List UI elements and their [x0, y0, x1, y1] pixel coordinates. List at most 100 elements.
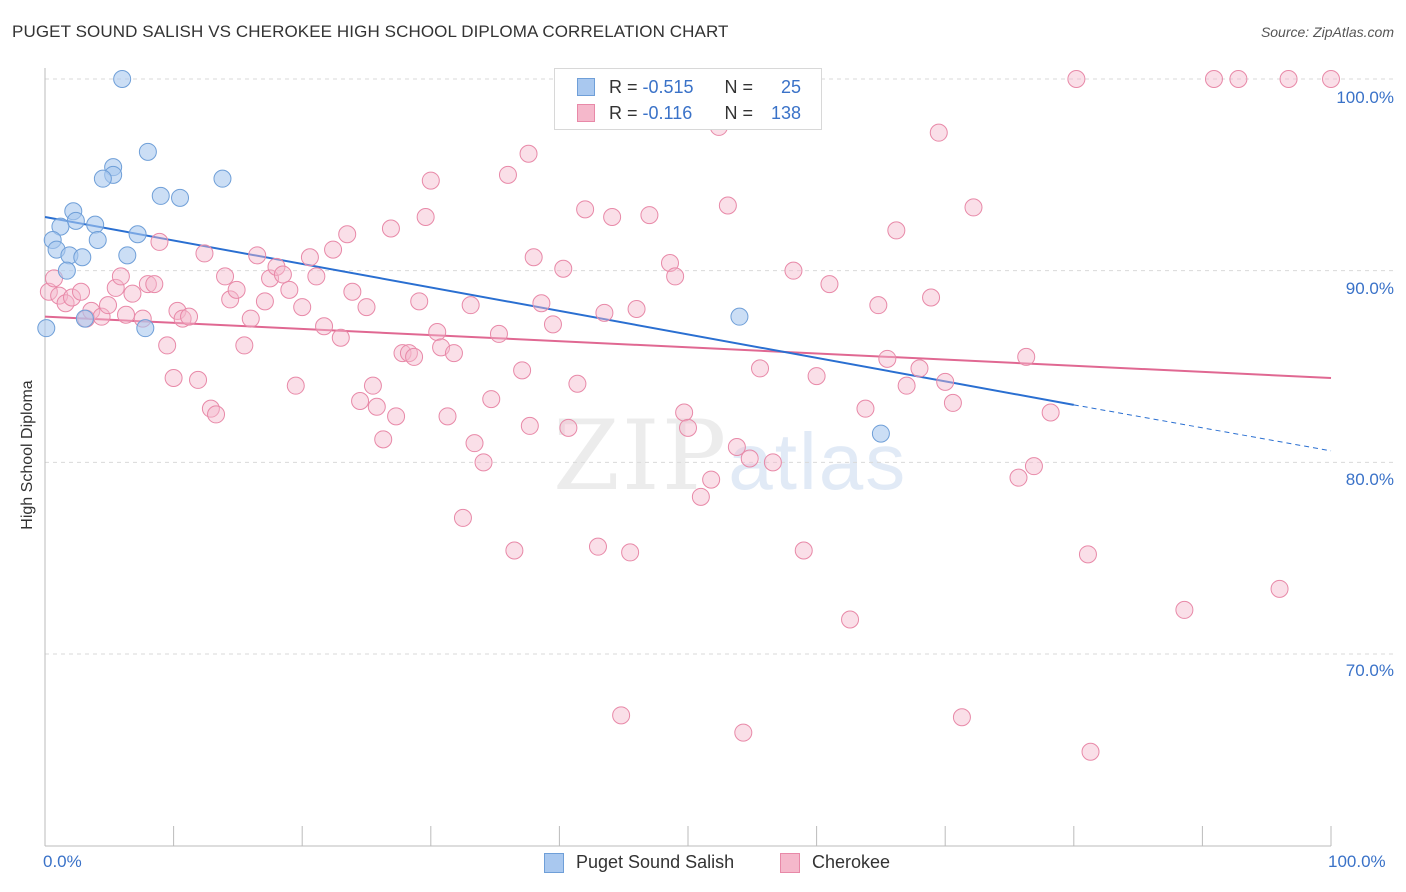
- trend-lines: [44, 216, 1332, 452]
- cherokee-point: [180, 307, 199, 326]
- r-label: R =: [609, 102, 638, 123]
- cherokee-point: [138, 275, 157, 294]
- cherokee-point: [675, 403, 694, 422]
- cherokee-point: [666, 267, 685, 286]
- cherokee-point: [807, 367, 826, 386]
- y-tick-label-100: 100.0%: [1336, 88, 1394, 107]
- cherokee-point: [794, 541, 813, 560]
- cherokee-point: [887, 221, 906, 240]
- cherokee-point: [72, 282, 91, 301]
- cherokee-point: [588, 537, 607, 556]
- cherokee-point: [343, 282, 362, 301]
- legend-item-cherokee[interactable]: Cherokee: [780, 852, 890, 873]
- salish-point: [73, 248, 92, 267]
- cherokee-point: [207, 405, 226, 424]
- cherokee-point: [520, 416, 539, 435]
- cherokee-point: [498, 165, 517, 184]
- salish-point: [730, 307, 749, 326]
- salish-point: [88, 231, 107, 249]
- n-label: N =: [724, 76, 754, 97]
- cherokee-point: [660, 254, 679, 272]
- cherokee-point: [505, 541, 524, 560]
- legend-swatch-blue: [544, 852, 564, 873]
- salish-point: [136, 319, 155, 338]
- cherokee-point: [910, 359, 929, 378]
- cherokee-point: [1078, 545, 1097, 564]
- cherokee-points: [39, 70, 1340, 761]
- salish-point: [51, 217, 70, 236]
- salish-point: [113, 70, 132, 88]
- salish-point: [128, 225, 147, 244]
- cherokee-point: [63, 288, 82, 307]
- cherokee-point: [106, 278, 125, 297]
- cherokee-point: [1017, 347, 1036, 366]
- cherokee-point: [841, 610, 860, 629]
- cherokee-point: [465, 434, 484, 453]
- cherokee-point: [293, 298, 312, 317]
- cherokee-point: [897, 376, 916, 395]
- cherokee-point: [280, 280, 299, 299]
- r-label: R =: [609, 76, 638, 97]
- cherokee-point: [300, 248, 319, 267]
- cherokee-point: [612, 706, 631, 725]
- cherokee-point: [195, 244, 214, 263]
- y-tick-label-80: 80.0%: [1345, 470, 1394, 489]
- cherokee-point: [524, 248, 543, 267]
- axes: [44, 68, 1332, 847]
- cherokee-point: [421, 171, 440, 190]
- cherokee-trend-line: [44, 315, 1332, 379]
- cherokee-point: [201, 399, 220, 418]
- legend-label-salish: Puget Sound Salish: [576, 852, 735, 872]
- cherokee-point: [145, 275, 164, 294]
- cherokee-point: [1067, 70, 1086, 88]
- cherokee-point: [627, 300, 646, 318]
- cherokee-point: [936, 372, 955, 391]
- cherokee-point: [1270, 579, 1289, 598]
- salish-point: [37, 319, 56, 338]
- cherokee-point: [734, 723, 753, 742]
- cherokee-point: [158, 336, 177, 355]
- cherokee-point: [856, 399, 875, 418]
- legend-swatch-pink: [577, 104, 595, 122]
- cherokee-point: [405, 347, 424, 366]
- cherokee-point: [1175, 600, 1194, 619]
- cherokee-point: [1009, 468, 1028, 487]
- legend-swatch-pink: [780, 852, 800, 873]
- cherokee-point: [338, 225, 357, 244]
- cherokee-point: [410, 292, 429, 311]
- salish-point: [171, 188, 190, 207]
- cherokee-point: [489, 324, 508, 343]
- cherokee-point: [315, 317, 334, 336]
- r-value: -0.116: [642, 102, 693, 123]
- cherokee-point: [307, 267, 326, 286]
- cherokee-point: [554, 259, 573, 278]
- cherokee-point: [241, 309, 260, 328]
- legend-row-salish: R = -0.515 N = 25: [577, 75, 801, 99]
- salish-point: [138, 142, 157, 161]
- salish-point: [75, 309, 94, 328]
- cherokee-point: [559, 418, 578, 437]
- cherokee-point: [387, 407, 406, 426]
- cherokee-point: [173, 309, 192, 328]
- cherokee-point: [99, 296, 118, 315]
- cherokee-point: [1081, 742, 1100, 761]
- salish-point: [118, 246, 137, 265]
- salish-point: [871, 424, 890, 443]
- cherokee-point: [595, 303, 614, 322]
- cherokee-point: [751, 359, 770, 378]
- cherokee-point: [869, 296, 888, 315]
- cherokee-point: [1322, 70, 1340, 88]
- cherokee-point: [1204, 70, 1223, 88]
- cherokee-point: [603, 208, 622, 226]
- gridlines: [45, 78, 1395, 655]
- n-label: N =: [724, 102, 754, 123]
- cherokee-point: [952, 708, 971, 727]
- cherokee-point: [39, 282, 58, 301]
- correlation-legend: R = -0.515 N = 25 R = -0.116 N = 138: [554, 68, 822, 130]
- salish-point: [151, 186, 170, 205]
- salish-point: [213, 169, 232, 188]
- legend-item-salish[interactable]: Puget Sound Salish: [544, 852, 734, 873]
- legend-swatch-blue: [577, 78, 595, 96]
- cherokee-point: [519, 144, 538, 163]
